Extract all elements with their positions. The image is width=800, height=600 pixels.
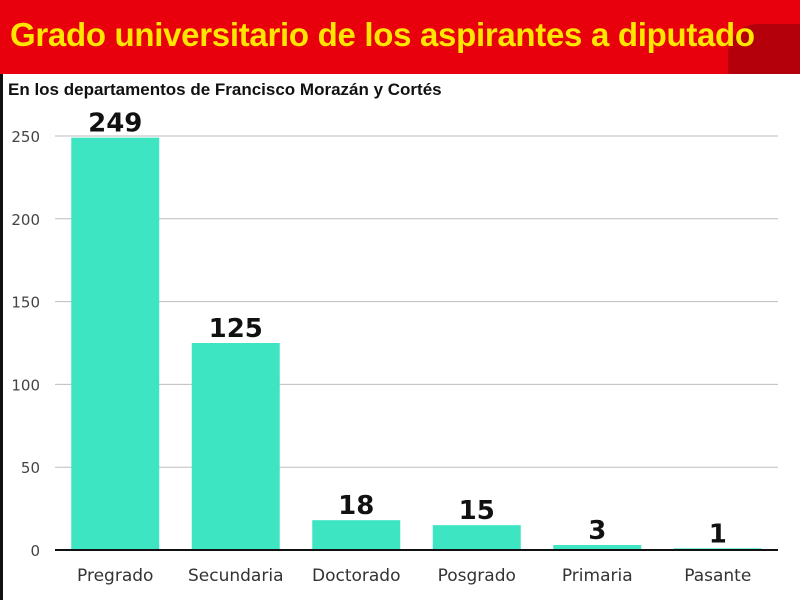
bar [71,137,160,550]
data-label: 1 [709,519,727,549]
bar [432,525,521,550]
category-label: Posgrado [438,566,516,586]
category-labels: Pregrado Secundaria Doctorado Posgrado Prima… [77,566,751,586]
category-label: Primaria [562,566,633,586]
value-labels: 249 125 18 15 3 1 [88,109,727,550]
y-tick-label: 100 [11,376,40,394]
y-tick-label: 200 [11,211,40,229]
left-border-rule [0,74,3,600]
y-tick-label: 250 [11,128,40,146]
header-accent [728,24,800,74]
header-banner: Grado universitario de los aspirantes a … [0,0,800,74]
category-label: Pregrado [77,566,153,586]
y-tick-label: 150 [11,294,40,312]
data-label: 125 [209,314,263,344]
bar [553,545,642,550]
category-label: Secundaria [188,566,283,586]
data-label: 249 [88,109,142,139]
data-label: 18 [338,491,374,521]
chart-subtitle: En los departamentos de Francisco Morazá… [8,80,442,99]
y-tick-label: 50 [21,459,40,477]
data-label: 3 [588,516,606,546]
bar [191,343,280,550]
chart-title: Grado universitario de los aspirantes a … [10,16,755,53]
y-axis-ticks: 0 50 100 150 200 250 [11,128,40,560]
gridlines [55,135,778,468]
data-label: 15 [459,496,495,526]
category-label: Pasante [684,566,751,586]
category-label: Doctorado [312,566,401,586]
y-tick-label: 0 [30,542,40,560]
bars [71,137,762,550]
bar [312,520,401,550]
